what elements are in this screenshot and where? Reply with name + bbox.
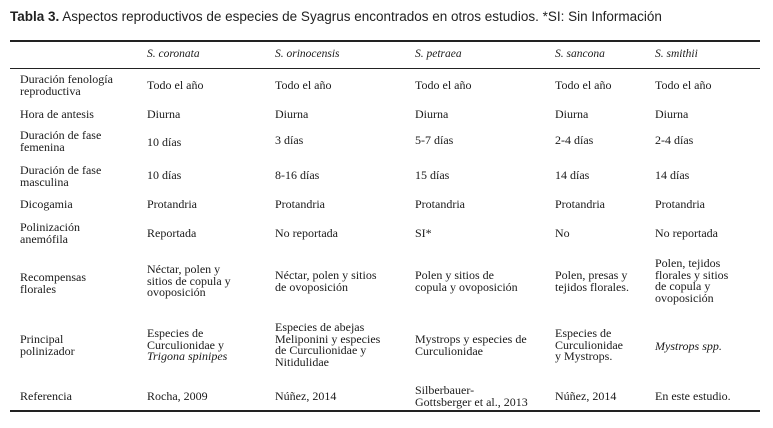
table-cell: Polen, tejidos florales y sitios de copu… — [655, 256, 729, 305]
table-cell: Diurna — [147, 107, 181, 121]
row-label: Duración de fase femenina — [20, 128, 102, 154]
table-cell: Todo el año — [147, 78, 204, 92]
table-cell: Protandria — [555, 197, 605, 211]
column-header: S. coronata — [147, 48, 200, 60]
table-header-rule — [10, 68, 760, 69]
table-cell: Polen, presas y tejidos florales. — [555, 268, 629, 294]
row-label: Dicogamia — [20, 197, 73, 211]
table-caption-text: Aspectos reproductivos de especies de Sy… — [62, 9, 662, 24]
table-caption: Tabla 3. Aspectos reproductivos de espec… — [10, 9, 770, 24]
table-cell: Especies de abejas Meliponini y especies… — [275, 320, 381, 369]
table-cell: Todo el año — [655, 78, 712, 92]
row-label: Duración fenología reproductiva — [20, 72, 113, 98]
table-cell: Diurna — [275, 107, 309, 121]
table-cell: 15 días — [415, 168, 450, 182]
table-cell: En este estudio. — [655, 389, 731, 403]
table-cell: 10 días — [147, 168, 182, 182]
table-cell: Núñez, 2014 — [555, 389, 617, 403]
table-cell: 2-4 días — [555, 133, 594, 147]
table-cell: Néctar, polen y sitios de copula y ovopo… — [147, 262, 231, 299]
table-cell: 14 días — [655, 168, 690, 182]
table-cell: Diurna — [655, 107, 689, 121]
table-cell: SI* — [415, 226, 432, 240]
table-cell: Todo el año — [415, 78, 472, 92]
row-label: Polinización anemófila — [20, 220, 80, 246]
table-cell: No reportada — [275, 226, 338, 240]
table-cell: Protandria — [415, 197, 465, 211]
row-label: Duración de fase masculina — [20, 163, 102, 189]
column-header: S. smithii — [655, 48, 698, 60]
table-cell: No — [555, 226, 570, 240]
table-cell: Todo el año — [555, 78, 612, 92]
table-cell: 14 días — [555, 168, 590, 182]
table-cell: Rocha, 2009 — [147, 389, 208, 403]
column-header: S. sancona — [555, 48, 605, 60]
column-header: S. petraea — [415, 48, 462, 60]
table-cell: No reportada — [655, 226, 718, 240]
column-header: S. orinocensis — [275, 48, 340, 60]
table-cell: 5-7 días — [415, 133, 454, 147]
table-cell: Polen y sitios de copula y ovoposición — [415, 268, 518, 294]
table-cell: Especies de Curculionidae y Trigona spin… — [147, 326, 228, 363]
row-label: Referencia — [20, 389, 72, 403]
table-bottom-rule — [10, 410, 760, 412]
table-cell: Protandria — [655, 197, 705, 211]
table-cell: Reportada — [147, 226, 197, 240]
row-label: Principal polinizador — [20, 332, 75, 358]
table-cell: Protandria — [147, 197, 197, 211]
table-cell: Néctar, polen y sitios de ovoposición — [275, 268, 377, 294]
table-cell: Todo el año — [275, 78, 332, 92]
row-label: Recompensas florales — [20, 270, 86, 296]
table-top-rule — [10, 40, 760, 42]
table-cell: 10 días — [147, 135, 182, 149]
table-cell: 8-16 días — [275, 168, 320, 182]
table-cell: Mystrops y especies de Curculionidae — [415, 332, 527, 358]
table-number: Tabla 3. — [10, 9, 60, 24]
table-cell: Diurna — [415, 107, 449, 121]
table-cell: Protandria — [275, 197, 325, 211]
table-cell: 2-4 días — [655, 133, 694, 147]
table-cell: Mystrops spp. — [655, 339, 722, 353]
table-cell: Diurna — [555, 107, 589, 121]
table-cell: 3 días — [275, 133, 304, 147]
row-label: Hora de antesis — [20, 107, 94, 121]
table-cell: Núñez, 2014 — [275, 389, 337, 403]
table-cell: Especies de Curculionidae y Mystrops. — [555, 326, 623, 363]
table-cell: Silberbauer- Gottsberger et al., 2013 — [415, 383, 528, 409]
